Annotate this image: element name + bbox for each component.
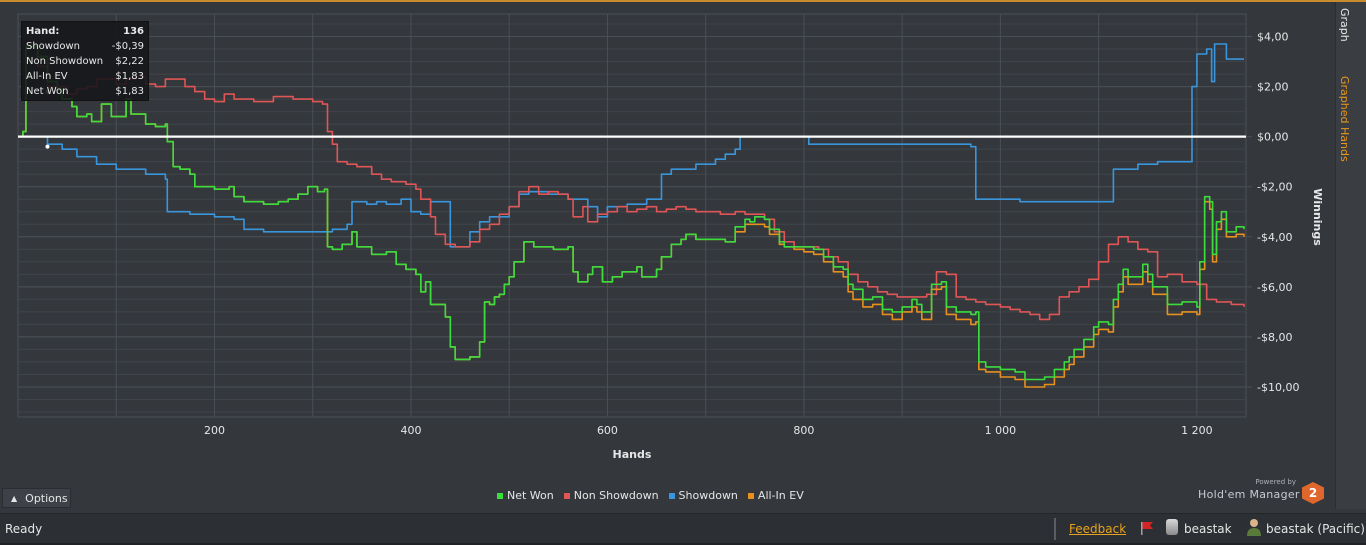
chart-legend: Net Won Non Showdown Showdown All-In EV: [497, 489, 804, 502]
legend-item[interactable]: All-In EV: [747, 489, 804, 502]
tooltip-row-hand: Hand: 136: [26, 24, 144, 39]
tooltip-row-net-won: Net Won $1,83: [26, 84, 144, 99]
x-tick-label: 400: [400, 424, 421, 437]
legend-item[interactable]: Showdown: [668, 489, 738, 502]
tooltip-label: Hand:: [26, 26, 60, 37]
database-icon: [1166, 519, 1178, 535]
options-button[interactable]: ▲ Options: [2, 488, 71, 508]
x-tick-label: 200: [204, 424, 225, 437]
side-tab-bar: Graph Graphed Hands: [1335, 2, 1366, 509]
legend-item[interactable]: Net Won: [497, 489, 554, 502]
tooltip-label: Showdown: [26, 41, 80, 52]
tooltip-value: 136: [123, 26, 144, 37]
hover-marker: [45, 144, 50, 149]
hand-tooltip: Hand: 136 Showdown -$0,39 Non Showdown $…: [21, 21, 149, 101]
player-name[interactable]: beastak (Pacific): [1266, 522, 1365, 536]
legend-label: Showdown: [678, 489, 738, 502]
tooltip-label: All-In EV: [26, 71, 68, 82]
tooltip-label: Net Won: [26, 86, 69, 97]
tooltip-value: -$0,39: [111, 41, 144, 52]
tooltip-label: Non Showdown: [26, 56, 104, 67]
x-tick-label: 800: [793, 424, 814, 437]
hm2-logo-icon: 2: [1302, 482, 1324, 504]
y-tick-label: $4,00: [1257, 31, 1289, 44]
feedback-link[interactable]: Feedback: [1069, 522, 1127, 536]
legend-label: Net Won: [507, 489, 554, 502]
tooltip-row-showdown: Showdown -$0,39: [26, 39, 144, 54]
legend-swatch: [668, 492, 675, 499]
winnings-chart: $4,00 $2,00 $0,00 -$2,00 -$4,00 -$6,00 -$8,00 -…: [17, 13, 1324, 461]
flag-icon[interactable]: [1139, 521, 1155, 535]
legend-item[interactable]: Non Showdown: [563, 489, 659, 502]
legend-label: Non Showdown: [573, 489, 659, 502]
y-tick-label: $0,00: [1257, 131, 1289, 144]
chevron-up-icon: ▲: [11, 493, 18, 503]
player-avatar-icon: [1247, 519, 1261, 536]
x-tick-label: 1 200: [1181, 424, 1213, 437]
y-tick-label: -$4,00: [1257, 231, 1292, 244]
x-axis-title: Hands: [613, 448, 652, 461]
legend-label: All-In EV: [757, 489, 804, 502]
y-tick-label: -$2,00: [1257, 181, 1292, 194]
options-label: Options: [25, 491, 68, 505]
x-tick-label: 1 000: [985, 424, 1017, 437]
tab-graphed-hands[interactable]: Graphed Hands: [1338, 76, 1351, 162]
series-line-non-showdown: [18, 45, 1245, 321]
status-text: Ready: [5, 522, 43, 536]
series-line-net-won: [18, 45, 1245, 381]
legend-swatch: [497, 492, 503, 499]
tooltip-value: $1,83: [115, 71, 144, 82]
status-bar: Ready Feedback beastak beastak (Pacific): [0, 513, 1366, 543]
legend-swatch: [747, 492, 754, 499]
tooltip-row-non-showdown: Non Showdown $2,22: [26, 54, 144, 69]
y-tick-label: -$10,00: [1257, 381, 1299, 394]
database-name[interactable]: beastak: [1184, 522, 1232, 536]
tab-graph[interactable]: Graph: [1338, 8, 1351, 42]
window-bottom-edge: [0, 543, 1366, 545]
legend-swatch: [563, 492, 570, 499]
powered-by-badge: Powered by Hold'em Manager 2: [1190, 477, 1325, 507]
product-name: Hold'em Manager: [1198, 488, 1300, 501]
y-tick-label: -$6,00: [1257, 281, 1292, 294]
x-tick-label: 600: [597, 424, 618, 437]
y-tick-label: $2,00: [1257, 81, 1289, 94]
tooltip-value: $2,22: [115, 56, 144, 67]
y-axis-title: Winnings: [1311, 188, 1324, 246]
status-divider: [1054, 518, 1056, 540]
tooltip-row-allin-ev: All-In EV $1,83: [26, 69, 144, 84]
y-tick-label: -$8,00: [1257, 331, 1292, 344]
tooltip-value: $1,83: [115, 86, 144, 97]
powered-by-text: Powered by: [1255, 478, 1296, 486]
